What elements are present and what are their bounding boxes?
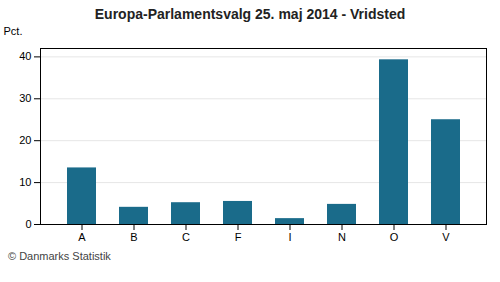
html-text:Europa-Parlamentsvalg 25. maj: Europa-Parlamentsvalg 25. maj 2014 - Vri… (94, 6, 406, 22)
html-text:© Danmarks Statistik: © Danmarks Statistik (8, 250, 111, 262)
svg-text:0: 0 (25, 218, 31, 230)
svg-text:Pct.: Pct. (4, 25, 23, 37)
svg-text:B: B (130, 231, 137, 243)
svg-text:F: F (235, 231, 242, 243)
svg-text:A: A (78, 231, 86, 243)
svg-text:V: V (442, 231, 450, 243)
svg-text:20: 20 (19, 134, 31, 146)
svg-text:O: O (390, 231, 399, 243)
svg-text:C: C (182, 231, 190, 243)
svg-text:30: 30 (19, 92, 31, 104)
svg-text:N: N (338, 231, 346, 243)
svg-text:I: I (288, 231, 291, 243)
svg-text:40: 40 (19, 50, 31, 62)
svg-text:10: 10 (19, 176, 31, 188)
